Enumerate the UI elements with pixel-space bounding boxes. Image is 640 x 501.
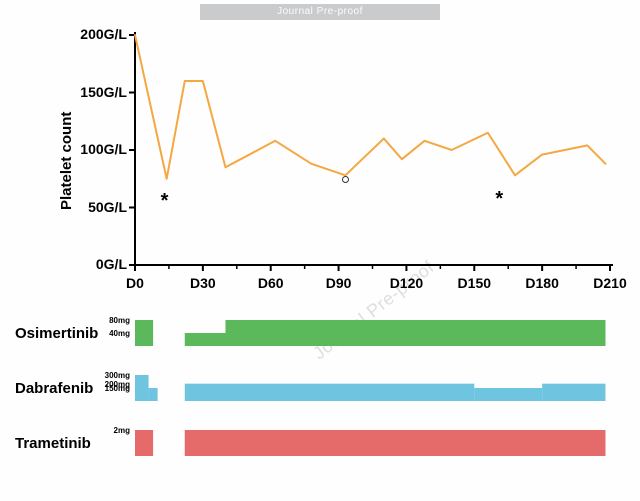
drug-track [0, 375, 640, 403]
y-tick-label: 0G/L [67, 256, 127, 272]
x-tick-label: D60 [251, 275, 291, 291]
y-tick-label: 50G/L [67, 199, 127, 215]
y-tick-label: 100G/L [67, 141, 127, 157]
page-root: Journal Pre-proof Journal Pre-proof Plat… [0, 0, 640, 501]
x-tick-label: D180 [522, 275, 562, 291]
drug-track [0, 430, 640, 458]
drug-row: Trametinib2mg [0, 430, 640, 466]
x-tick-label: D210 [590, 275, 630, 291]
x-tick-label: D150 [454, 275, 494, 291]
y-tick-label: 150G/L [67, 84, 127, 100]
marker-asterisk: * [161, 190, 169, 213]
drug-row: Dabrafenib300mg200mg150mg [0, 375, 640, 411]
x-tick-label: D0 [115, 275, 155, 291]
drug-row: Osimertinib80mg40mg [0, 320, 640, 356]
x-tick-label: D30 [183, 275, 223, 291]
x-tick-label: D120 [386, 275, 426, 291]
x-tick-label: D90 [319, 275, 359, 291]
y-tick-label: 200G/L [67, 26, 127, 42]
drug-track [0, 320, 640, 348]
marker-asterisk: * [495, 188, 503, 211]
